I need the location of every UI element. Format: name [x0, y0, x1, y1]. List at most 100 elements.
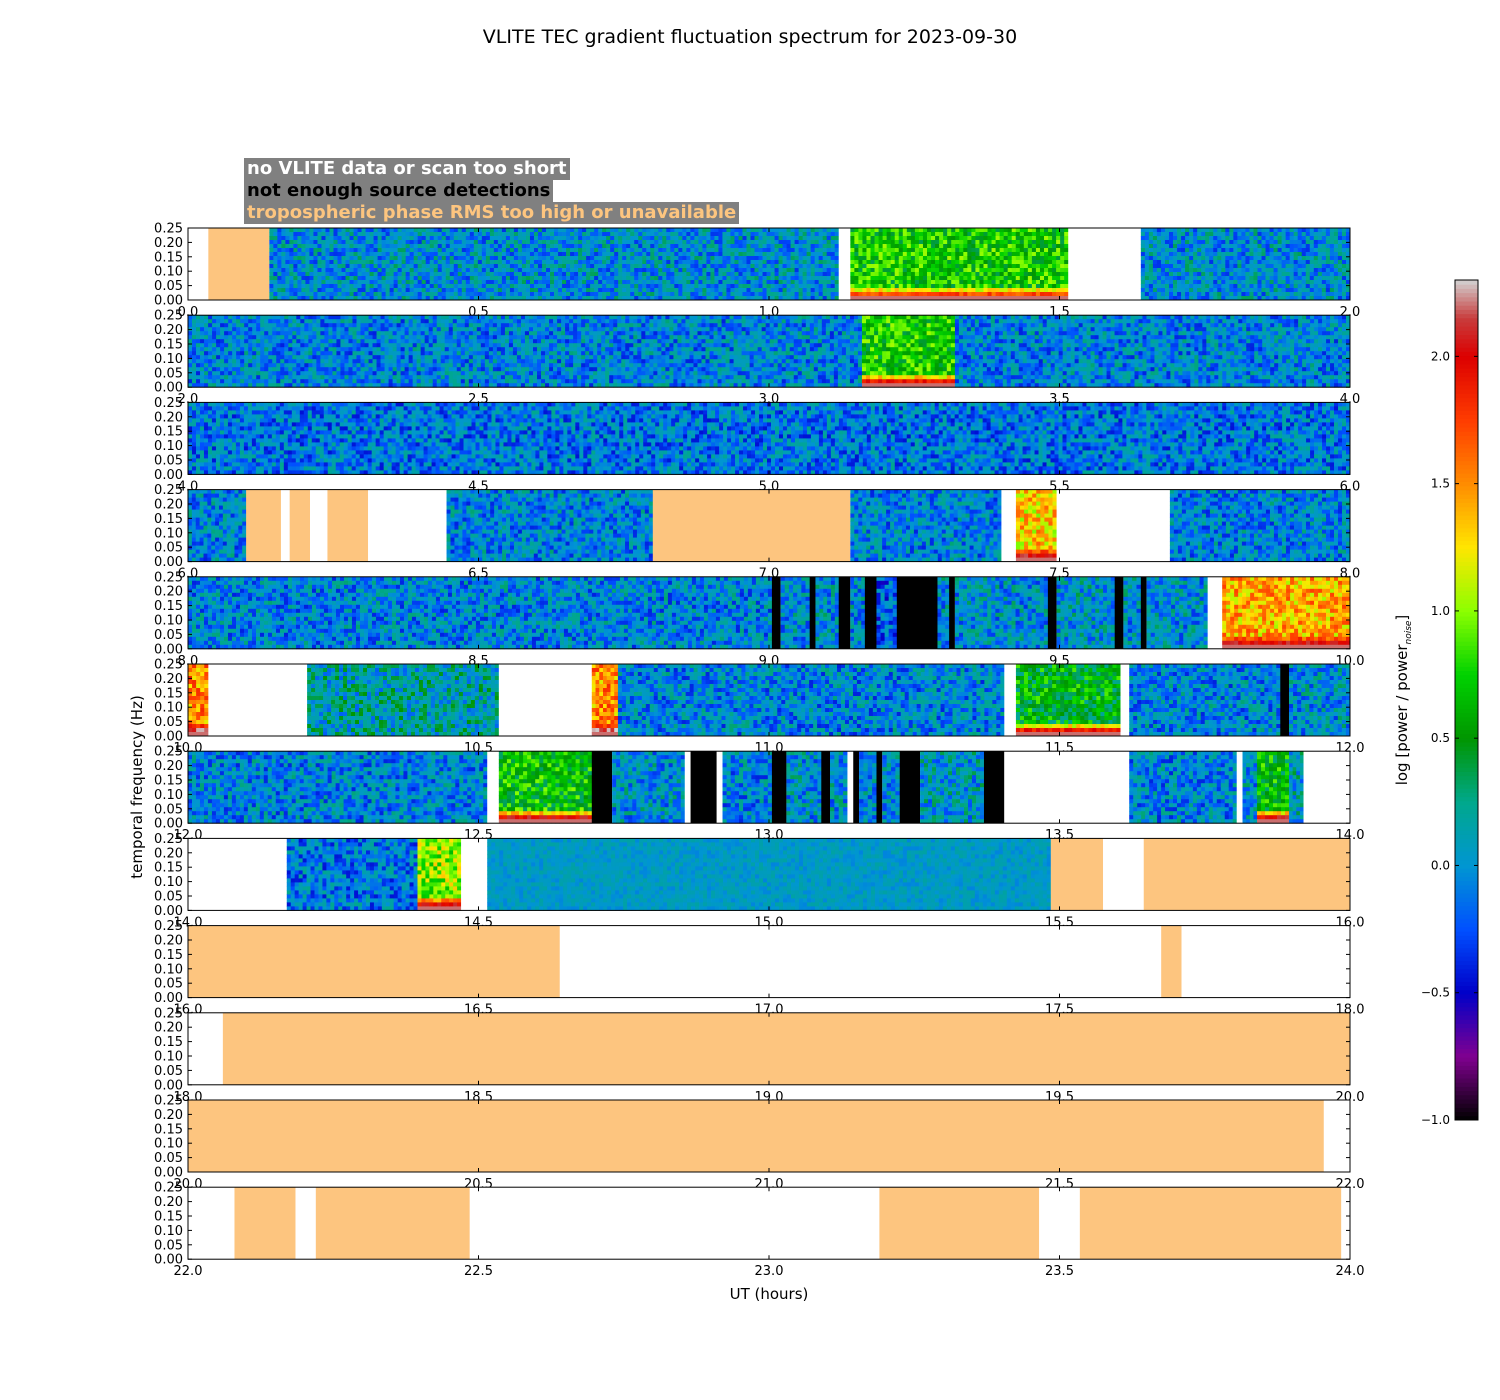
spectrum-block [882, 751, 901, 824]
segment-nodet [690, 751, 717, 824]
segment-nodata [461, 838, 488, 911]
segment-tropo [246, 489, 281, 562]
segment-nodet [1114, 576, 1124, 649]
segment-tropo [234, 1187, 296, 1260]
colorbar-tick-label: 0.5 [1431, 731, 1450, 745]
spectrum-block [1169, 489, 1351, 562]
legend-entry-tropospheric: tropospheric phase RMS too high or unava… [244, 202, 740, 224]
segment-nodata [469, 1187, 880, 1260]
segment-nodata [1103, 838, 1144, 911]
spectrum-block [722, 751, 773, 824]
spectrum-block [446, 489, 654, 562]
y-tick-label: 0.15 [154, 250, 183, 265]
segment-nodata [368, 489, 447, 562]
y-tick-label: 0.15 [154, 599, 183, 614]
spectrum-block [780, 576, 811, 650]
y-tick-label: 0.20 [154, 1021, 183, 1036]
y-tick-label: 0.10 [154, 875, 183, 890]
y-tick-label: 0.00 [154, 904, 183, 919]
y-tick-label: 0.10 [154, 439, 183, 454]
segment-nodet [896, 576, 938, 649]
x-tick-label: 22.5 [464, 1264, 493, 1279]
segment-tropo [208, 228, 270, 300]
segment-nodata [1323, 1100, 1350, 1172]
colorbar: −1.0 −0.5 0.0 0.5 1.0 1.5 2.0 log [power / powe… [1393, 279, 1479, 1127]
spectrum-block [1146, 576, 1209, 650]
segment-nodata [188, 228, 209, 300]
segment-nodata [1001, 489, 1016, 562]
spectrum-block [1288, 751, 1304, 824]
y-tick-label: 0.15 [154, 774, 183, 789]
y-tick-label: 0.15 [154, 948, 183, 963]
segment-nodet [838, 576, 851, 649]
spectrum-block [612, 751, 686, 824]
y-tick-label: 0.15 [154, 512, 183, 527]
y-tick-label: 0.15 [154, 425, 183, 440]
colorbar-tick-label: −1.0 [1421, 1113, 1450, 1127]
spectrum-block [188, 751, 488, 824]
y-tick-label: 0.15 [154, 1210, 183, 1225]
segment-nodata [716, 751, 723, 824]
spectrum-block [954, 315, 1351, 388]
segment-nodata [1068, 228, 1141, 300]
colorbar-tick-label: 0.0 [1431, 858, 1450, 872]
segment-nodet [853, 751, 860, 824]
spectrum-block [920, 751, 985, 824]
segment-nodata [188, 1187, 235, 1260]
x-tick-label: 23.5 [1045, 1264, 1074, 1279]
legend-entry-no-detections: not enough source detections [244, 180, 554, 202]
y-tick-label: 0.25 [154, 1006, 183, 1021]
segment-tropo [188, 1100, 1324, 1172]
segment-tropo [327, 489, 369, 562]
segment-tropo [188, 925, 560, 998]
y-tick-label: 0.25 [154, 222, 183, 237]
segment-nodet [876, 751, 883, 824]
segment-nodet [1047, 576, 1057, 649]
spectrum-block [1242, 751, 1258, 824]
y-tick-label: 0.20 [154, 236, 183, 251]
spectrum-block [1140, 228, 1351, 301]
spectrum-block [937, 576, 950, 650]
segment-nodata [188, 838, 287, 911]
y-tick-label: 0.00 [154, 642, 183, 657]
segment-nodata [208, 664, 308, 736]
spectrum-block [1056, 576, 1116, 650]
spectrum-block [1015, 664, 1121, 737]
segment-nodata [498, 664, 592, 736]
segment-nodata [1303, 751, 1350, 824]
y-tick-label: 0.25 [154, 919, 183, 934]
spectrum-block [1288, 664, 1351, 737]
y-tick-label: 0.05 [154, 366, 183, 381]
y-tick-label: 0.20 [154, 498, 183, 513]
y-tick-label: 0.20 [154, 410, 183, 425]
colorbar-label: log [power / powernoise] [1393, 615, 1414, 786]
segment-tropo [1161, 925, 1182, 998]
x-axis-label: UT (hours) [730, 1285, 809, 1303]
segment-nodata [1236, 751, 1243, 824]
segment-nodata [1004, 751, 1130, 824]
y-tick-label: 0.20 [154, 585, 183, 600]
spectrum-block [498, 751, 593, 824]
spectrum-block [487, 838, 1052, 911]
y-tick-label: 0.05 [154, 715, 183, 730]
y-tick-label: 0.00 [154, 1166, 183, 1181]
spectrum-block [417, 838, 462, 911]
spectrum-block [1129, 751, 1238, 824]
y-tick-label: 0.20 [154, 323, 183, 338]
y-tick-label: 0.10 [154, 701, 183, 716]
spectrum-block [876, 576, 898, 650]
y-tick-label: 0.20 [154, 846, 183, 861]
spectrum-block [861, 315, 956, 388]
y-tick-label: 0.00 [154, 468, 183, 483]
segment-tropo [222, 1012, 1351, 1085]
segment-nodet [899, 751, 921, 824]
segment-nodet [771, 576, 781, 649]
spectrum-block [850, 228, 1069, 301]
y-tick-label: 0.15 [154, 1035, 183, 1050]
y-tick-label: 0.00 [154, 555, 183, 570]
segment-tropo [652, 489, 851, 562]
